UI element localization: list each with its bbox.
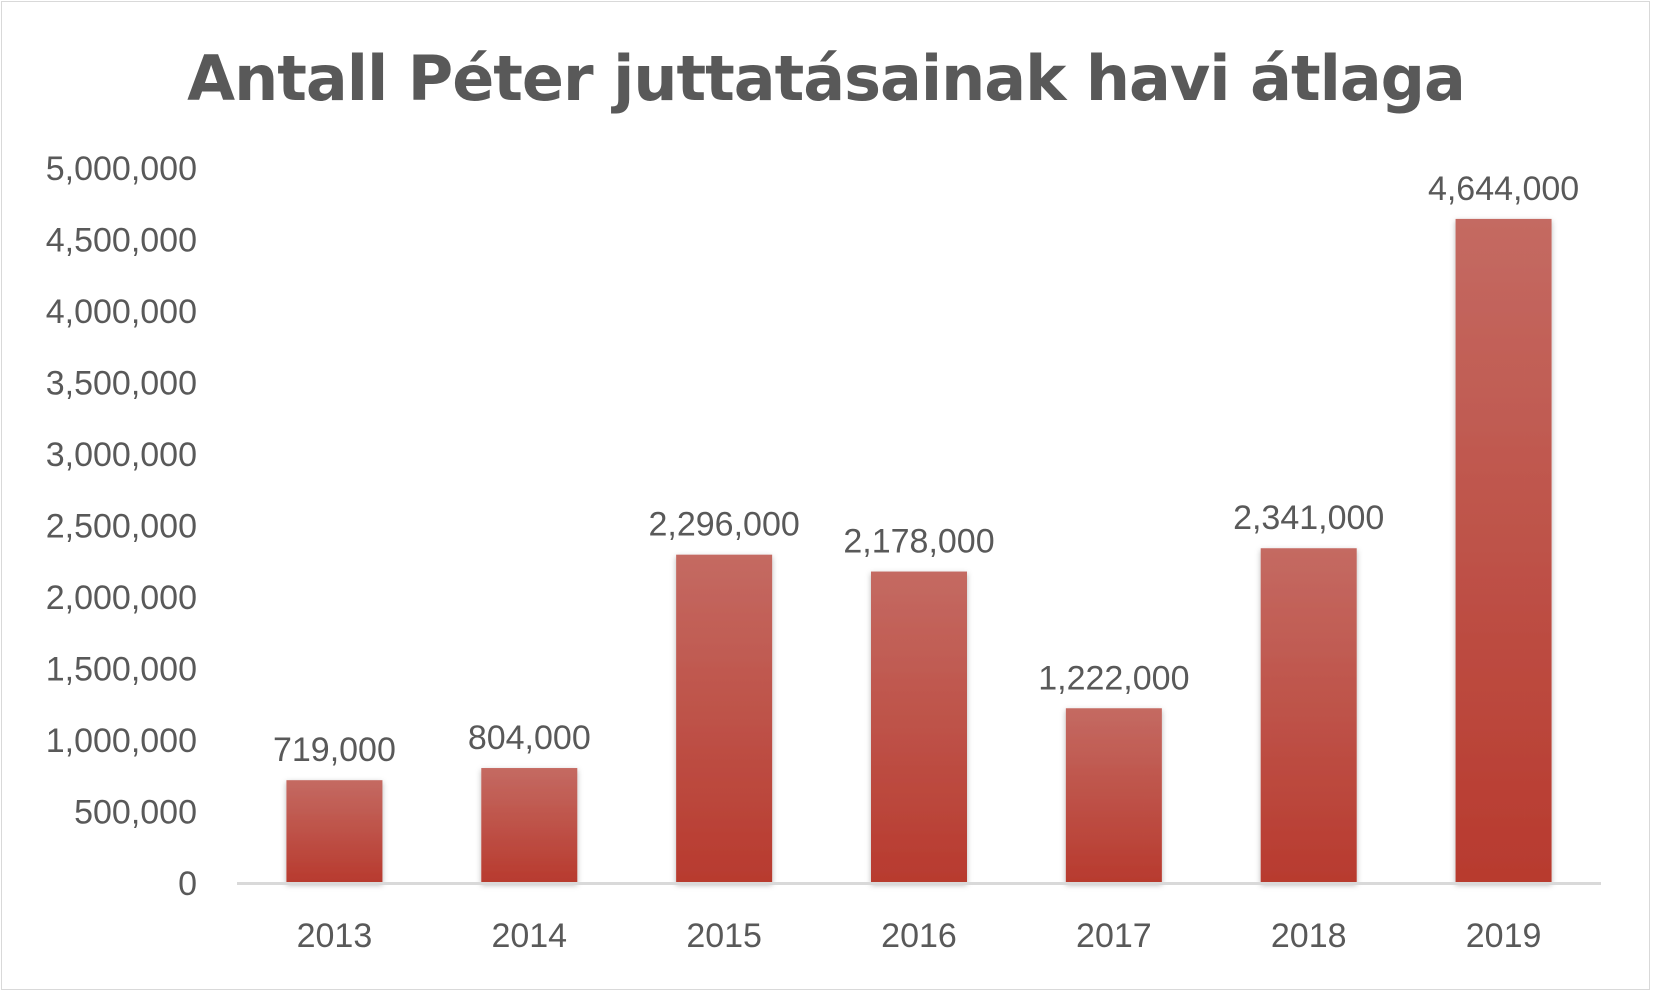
bar: [1455, 218, 1552, 883]
data-label: 2,341,000: [1233, 499, 1384, 537]
y-axis: 0 500,000 1,000,000 1,500,000 2,000,000 2,500…: [46, 150, 197, 903]
data-label: 2,296,000: [649, 506, 800, 544]
x-axis: 2013 2014 2015 2016 2017 2018 2019: [237, 882, 1601, 955]
y-tick-label: 2,000,000: [46, 579, 197, 617]
y-tick-label: 1,500,000: [46, 651, 197, 689]
y-tick-label: 5,000,000: [46, 150, 197, 188]
x-tick-label: 2014: [491, 917, 567, 955]
bar: [676, 554, 773, 883]
bar: [286, 780, 383, 883]
y-tick-label: 3,500,000: [46, 365, 197, 403]
y-tick-label: 4,500,000: [46, 222, 197, 260]
data-labels: 719,000 804,000 2,296,000 2,178,000 1,222,00…: [273, 170, 1579, 769]
data-label: 2,178,000: [843, 523, 994, 561]
y-tick-label: 1,000,000: [46, 722, 197, 760]
bar: [1065, 708, 1162, 883]
data-label: 804,000: [468, 719, 591, 757]
x-tick-label: 2016: [881, 917, 957, 955]
x-tick-label: 2018: [1271, 917, 1347, 955]
data-label: 1,222,000: [1038, 659, 1189, 697]
y-tick-label: 3,000,000: [46, 436, 197, 474]
bar: [871, 571, 967, 883]
x-tick-label: 2017: [1076, 917, 1152, 955]
data-label: 4,644,000: [1428, 170, 1579, 208]
y-tick-label: 4,000,000: [46, 293, 197, 331]
y-tick-label: 2,500,000: [46, 508, 197, 546]
bar: [481, 768, 578, 883]
x-tick-label: 2019: [1466, 917, 1542, 955]
bars: [286, 218, 1552, 883]
bar: [1260, 548, 1357, 883]
x-tick-label: 2013: [297, 917, 373, 955]
chart-title: Antall Péter juttatásainak havi átlaga: [187, 42, 1465, 115]
data-label: 719,000: [273, 731, 396, 769]
y-tick-label: 0: [178, 865, 197, 903]
x-tick-label: 2015: [686, 917, 762, 955]
y-tick-label: 500,000: [74, 794, 197, 832]
